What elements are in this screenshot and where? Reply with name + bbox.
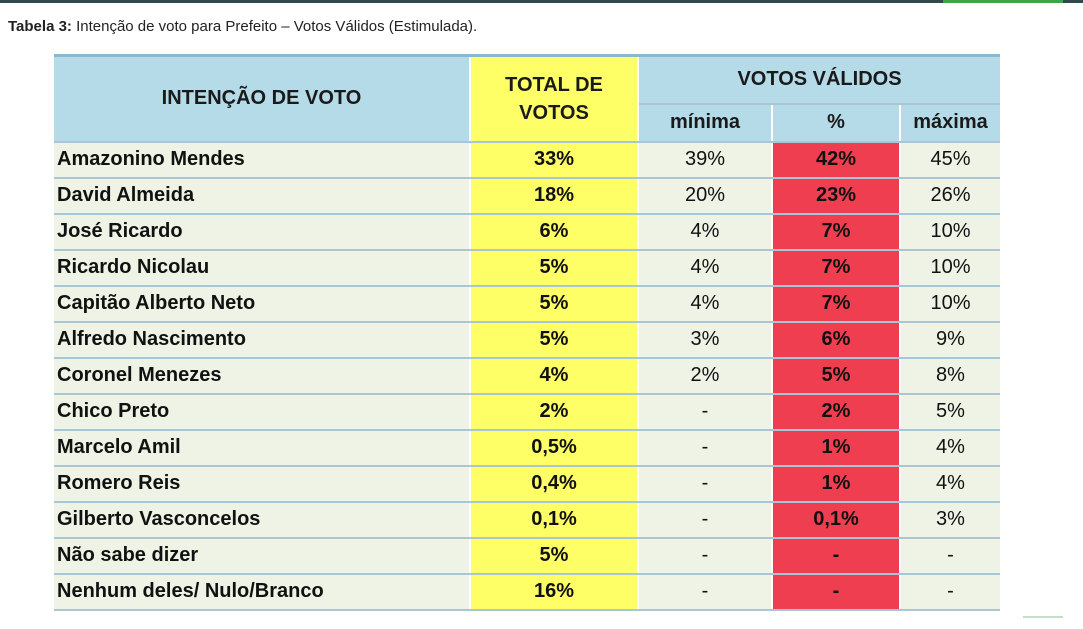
total-votes: 4% [470, 357, 639, 395]
valid-min: - [638, 465, 773, 503]
top-rule-accent [943, 0, 1063, 3]
valid-pct: 0,1% [772, 501, 901, 539]
valid-min: 4% [638, 285, 773, 323]
vote-intention-table: INTENÇÃO DE VOTO TOTAL DE VOTOS VOTOS VÁ… [54, 54, 1000, 611]
valid-max: 3% [900, 501, 1000, 539]
total-votes: 5% [470, 249, 639, 287]
header-name-col: INTENÇÃO DE VOTO [54, 54, 471, 143]
valid-min: 2% [638, 357, 773, 395]
total-votes: 6% [470, 213, 639, 251]
total-votes: 16% [470, 573, 639, 611]
total-votes: 18% [470, 177, 639, 215]
valid-pct: 6% [772, 321, 901, 359]
table-row: José Ricardo 6% 4% 7% 10% [54, 213, 1000, 251]
valid-max: 5% [900, 393, 1000, 431]
table-row: Alfredo Nascimento 5% 3% 6% 9% [54, 321, 1000, 359]
valid-pct: - [772, 573, 901, 611]
candidate-name: Ricardo Nicolau [54, 249, 471, 287]
table-row: David Almeida 18% 20% 23% 26% [54, 177, 1000, 215]
table-row: Coronel Menezes 4% 2% 5% 8% [54, 357, 1000, 395]
valid-min: 4% [638, 249, 773, 287]
table-body: Amazonino Mendes 33% 39% 42% 45% David A… [54, 141, 1000, 611]
table-row: Gilberto Vasconcelos 0,1% - 0,1% 3% [54, 501, 1000, 539]
candidate-name: Marcelo Amil [54, 429, 471, 467]
candidate-name: José Ricardo [54, 213, 471, 251]
total-votes: 0,5% [470, 429, 639, 467]
valid-min: - [638, 537, 773, 575]
header-pct: % [772, 103, 901, 143]
valid-min: - [638, 501, 773, 539]
header-min: mínima [638, 103, 773, 143]
header-total-line1: TOTAL DE [505, 73, 603, 96]
valid-pct: 1% [772, 465, 901, 503]
header-valid-votes: VOTOS VÁLIDOS [638, 54, 1000, 105]
valid-max: 8% [900, 357, 1000, 395]
total-votes: 2% [470, 393, 639, 431]
valid-min: 20% [638, 177, 773, 215]
candidate-name: Romero Reis [54, 465, 471, 503]
table-row: Chico Preto 2% - 2% 5% [54, 393, 1000, 431]
header-max: máxima [900, 103, 1000, 143]
valid-min: 39% [638, 141, 773, 179]
total-votes: 5% [470, 285, 639, 323]
valid-max: 10% [900, 213, 1000, 251]
valid-pct: 23% [772, 177, 901, 215]
valid-min: 3% [638, 321, 773, 359]
valid-max: 26% [900, 177, 1000, 215]
table-caption: Tabela 3: Intenção de voto para Prefeito… [8, 18, 477, 35]
header-total-line2: VOTOS [519, 101, 589, 124]
total-votes: 33% [470, 141, 639, 179]
header-total-col: TOTAL DE VOTOS [470, 54, 639, 143]
valid-max: 10% [900, 285, 1000, 323]
caption-label: Tabela 3: [8, 18, 72, 35]
bottom-accent [1023, 616, 1063, 618]
valid-pct: 2% [772, 393, 901, 431]
total-votes: 0,4% [470, 465, 639, 503]
candidate-name: Capitão Alberto Neto [54, 285, 471, 323]
valid-pct: 7% [772, 285, 901, 323]
table-row: Marcelo Amil 0,5% - 1% 4% [54, 429, 1000, 467]
candidate-name: Coronel Menezes [54, 357, 471, 395]
candidate-name: Amazonino Mendes [54, 141, 471, 179]
candidate-name: Não sabe dizer [54, 537, 471, 575]
table-row: Amazonino Mendes 33% 39% 42% 45% [54, 141, 1000, 179]
valid-max: 4% [900, 429, 1000, 467]
table-row: Nenhum deles/ Nulo/Branco 16% - - - [54, 573, 1000, 611]
table-row: Romero Reis 0,4% - 1% 4% [54, 465, 1000, 503]
valid-max: - [900, 573, 1000, 611]
table-row: Não sabe dizer 5% - - - [54, 537, 1000, 575]
valid-min: 4% [638, 213, 773, 251]
candidate-name: David Almeida [54, 177, 471, 215]
total-votes: 5% [470, 321, 639, 359]
valid-min: - [638, 573, 773, 611]
valid-max: 10% [900, 249, 1000, 287]
valid-min: - [638, 429, 773, 467]
valid-pct: 7% [772, 213, 901, 251]
total-votes: 0,1% [470, 501, 639, 539]
valid-max: - [900, 537, 1000, 575]
valid-pct: - [772, 537, 901, 575]
table-row: Ricardo Nicolau 5% 4% 7% 10% [54, 249, 1000, 287]
candidate-name: Nenhum deles/ Nulo/Branco [54, 573, 471, 611]
valid-max: 45% [900, 141, 1000, 179]
valid-max: 9% [900, 321, 1000, 359]
valid-pct: 7% [772, 249, 901, 287]
valid-pct: 42% [772, 141, 901, 179]
valid-pct: 1% [772, 429, 901, 467]
valid-min: - [638, 393, 773, 431]
candidate-name: Gilberto Vasconcelos [54, 501, 471, 539]
valid-pct: 5% [772, 357, 901, 395]
top-rule [0, 0, 1083, 3]
valid-max: 4% [900, 465, 1000, 503]
candidate-name: Chico Preto [54, 393, 471, 431]
table-row: Capitão Alberto Neto 5% 4% 7% 10% [54, 285, 1000, 323]
total-votes: 5% [470, 537, 639, 575]
caption-text: Intenção de voto para Prefeito – Votos V… [76, 18, 478, 35]
candidate-name: Alfredo Nascimento [54, 321, 471, 359]
